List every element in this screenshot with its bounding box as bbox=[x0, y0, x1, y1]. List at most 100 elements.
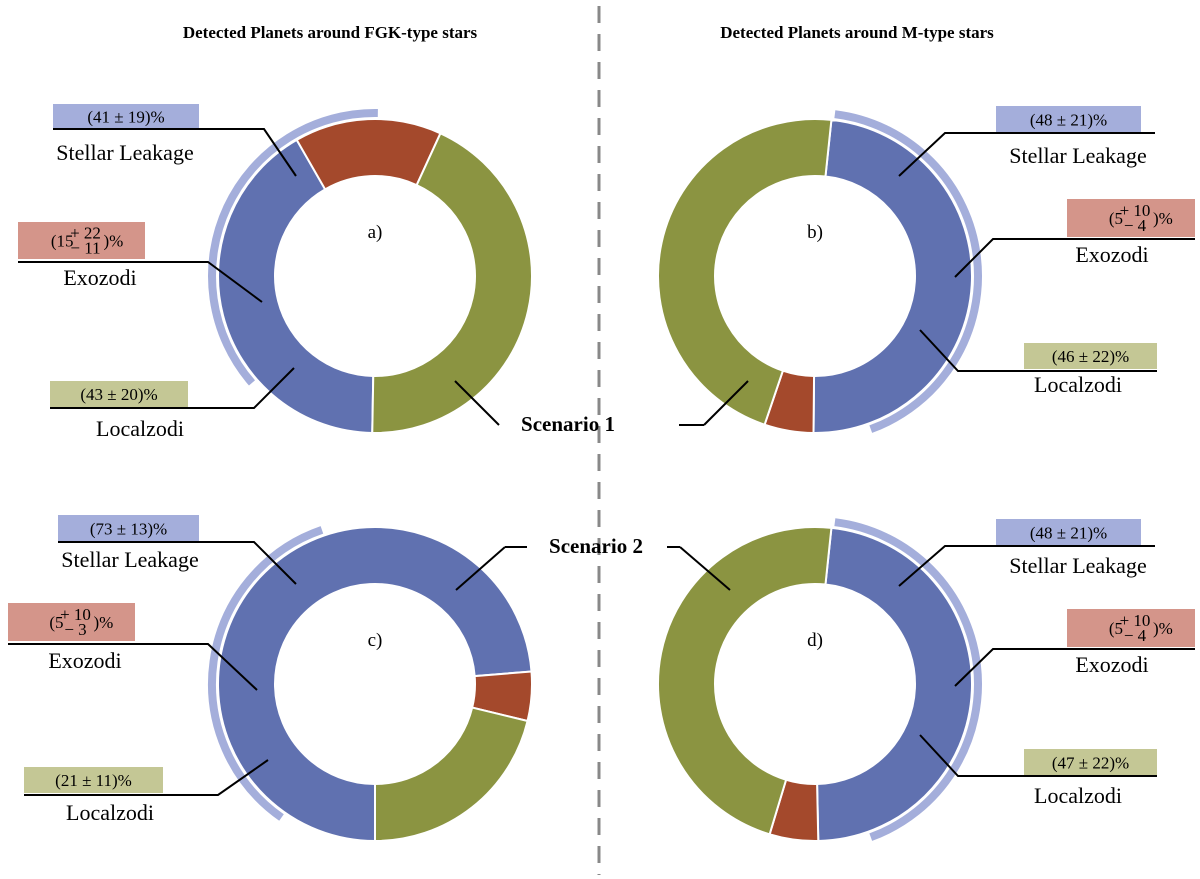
localzodi-category-label: Localzodi bbox=[1034, 372, 1122, 397]
stellar-leakage-value-label: (73 ± 13)% bbox=[90, 520, 167, 539]
exozodi-value-box bbox=[8, 603, 135, 641]
scenario-1-leader-right-diag bbox=[703, 380, 749, 426]
panel-label: c) bbox=[368, 630, 383, 651]
exozodi-category-label: Exozodi bbox=[63, 265, 136, 290]
exozodi-value-minus: − 11 bbox=[70, 239, 100, 258]
panel-label: a) bbox=[368, 222, 383, 243]
localzodi-leader-line bbox=[919, 329, 1157, 372]
localzodi-leader-line bbox=[50, 367, 295, 409]
localzodi-leader-line bbox=[919, 734, 1157, 777]
localzodi-category-label: Localzodi bbox=[96, 416, 184, 441]
localzodi-value-label: (21 ± 11)% bbox=[55, 771, 132, 790]
exozodi-leader-line bbox=[954, 238, 1195, 278]
stellar-leakage-leader-line bbox=[58, 541, 297, 585]
panel-label: d) bbox=[807, 630, 823, 651]
stellar-leakage-label-group: (73 ± 13)% Stellar Leakage bbox=[58, 515, 297, 585]
stellar-leakage-value-box bbox=[996, 106, 1141, 133]
scenario-1-leader bbox=[454, 380, 500, 426]
exozodi-leader-line bbox=[954, 648, 1195, 687]
localzodi-value-label: (43 ± 20)% bbox=[80, 385, 157, 404]
exozodi-value-base: (5 bbox=[1109, 619, 1123, 638]
category-labels: (41 ± 19)% Stellar Leakage (15+ 22− 11)% Ex… bbox=[8, 104, 1195, 825]
stellar-leakage-uncertainty-band bbox=[208, 109, 378, 386]
exozodi-value-plus: + 10 bbox=[60, 605, 91, 624]
exozodi-value-box bbox=[18, 222, 145, 259]
localzodi-label-group: (21 ± 11)% Localzodi bbox=[24, 759, 269, 825]
exozodi-value-box bbox=[1067, 199, 1195, 237]
stellar-leakage-label-group: (41 ± 19)% Stellar Leakage bbox=[53, 104, 297, 177]
exozodi-value-base: (15 bbox=[51, 232, 74, 251]
scenario-2-leader-right-diag bbox=[679, 546, 731, 591]
stellar-leakage-label-group: (48 ± 21)% Stellar Leakage bbox=[898, 519, 1155, 587]
exozodi-value-box bbox=[1067, 609, 1195, 647]
stellar-leakage-leader-line bbox=[898, 132, 1155, 177]
scenario-2-leader-left-diag bbox=[455, 546, 506, 591]
stellar-leakage-value-label: (41 ± 19)% bbox=[87, 108, 164, 127]
localzodi-leader-line bbox=[24, 759, 269, 796]
stellar-leakage-category-label: Stellar Leakage bbox=[56, 140, 193, 165]
exozodi-label-group: (15+ 22− 11)% Exozodi bbox=[18, 222, 263, 303]
panel-label: b) bbox=[807, 222, 823, 243]
donut-c: c) bbox=[208, 526, 533, 843]
donut-a: a) bbox=[208, 109, 533, 434]
localzodi-value-box bbox=[1024, 343, 1157, 369]
stellar-leakage-segment bbox=[217, 526, 533, 843]
stellar-leakage-uncertainty-band bbox=[834, 110, 982, 433]
localzodi-label-group: (47 ± 22)% Localzodi bbox=[919, 734, 1157, 808]
exozodi-category-label: Exozodi bbox=[48, 648, 121, 673]
exozodi-value-base: (5 bbox=[49, 613, 63, 632]
stellar-leakage-category-label: Stellar Leakage bbox=[1009, 553, 1146, 578]
localzodi-label-group: (43 ± 20)% Localzodi bbox=[50, 367, 295, 441]
exozodi-leader-line bbox=[18, 261, 263, 303]
stellar-leakage-value-box bbox=[53, 104, 199, 129]
stellar-leakage-label-group: (48 ± 21)% Stellar Leakage bbox=[898, 106, 1155, 177]
exozodi-category-label: Exozodi bbox=[1075, 652, 1148, 677]
stellar-leakage-segment bbox=[816, 526, 973, 842]
stellar-leakage-leader-line bbox=[53, 128, 297, 177]
localzodi-value-box bbox=[50, 381, 188, 407]
localzodi-value-label: (47 ± 22)% bbox=[1052, 754, 1129, 773]
localzodi-segment bbox=[657, 118, 833, 426]
stellar-leakage-value-box bbox=[58, 515, 199, 542]
exozodi-value-minus: − 4 bbox=[1124, 216, 1147, 235]
exozodi-value-base: (5 bbox=[1109, 209, 1123, 228]
stellar-leakage-category-label: Stellar Leakage bbox=[61, 547, 198, 572]
scenario-1-label: Scenario 1 bbox=[521, 412, 615, 436]
localzodi-segment bbox=[371, 131, 533, 434]
localzodi-category-label: Localzodi bbox=[66, 800, 154, 825]
exozodi-value-minus: − 4 bbox=[1124, 626, 1147, 645]
localzodi-segment bbox=[374, 706, 529, 843]
exozodi-value-minus: − 3 bbox=[64, 620, 86, 639]
exozodi-value-suffix: )% bbox=[1153, 209, 1173, 228]
localzodi-value-box bbox=[1024, 749, 1157, 776]
exozodi-value-suffix: )% bbox=[104, 232, 124, 251]
stellar-leakage-category-label: Stellar Leakage bbox=[1009, 143, 1146, 168]
exozodi-category-label: Exozodi bbox=[1075, 242, 1148, 267]
stellar-leakage-value-box bbox=[996, 519, 1141, 546]
localzodi-category-label: Localzodi bbox=[1034, 783, 1122, 808]
exozodi-value-plus: + 10 bbox=[1120, 201, 1151, 220]
stellar-leakage-value-label: (48 ± 21)% bbox=[1030, 524, 1107, 543]
exozodi-value-plus: + 10 bbox=[1120, 611, 1151, 630]
exozodi-value-suffix: )% bbox=[1153, 619, 1173, 638]
stellar-leakage-value-label: (48 ± 21)% bbox=[1030, 111, 1107, 130]
exozodi-label-group: (5+ 10− 4)% Exozodi bbox=[954, 199, 1195, 278]
exozodi-leader-line bbox=[8, 643, 258, 691]
donut-b: b) bbox=[657, 110, 982, 435]
exozodi-value-suffix: )% bbox=[94, 613, 114, 632]
donut-charts: a) b) c) d) bbox=[208, 109, 982, 843]
exozodi-value-plus: + 22 bbox=[70, 224, 101, 243]
localzodi-segment bbox=[657, 526, 833, 836]
title-fgk: Detected Planets around FGK-type stars bbox=[183, 23, 478, 42]
localzodi-value-box bbox=[24, 767, 163, 793]
localzodi-value-label: (46 ± 22)% bbox=[1052, 347, 1129, 366]
scenario-2-label: Scenario 2 bbox=[549, 534, 643, 558]
exozodi-label-group: (5+ 10− 4)% Exozodi bbox=[954, 609, 1195, 687]
localzodi-label-group: (46 ± 22)% Localzodi bbox=[919, 329, 1157, 397]
stellar-leakage-segment bbox=[812, 118, 973, 434]
exozodi-label-group: (5+ 10− 3)% Exozodi bbox=[8, 603, 258, 691]
stellar-leakage-uncertainty-band bbox=[208, 526, 324, 821]
stellar-leakage-leader-line bbox=[898, 545, 1155, 587]
title-m: Detected Planets around M-type stars bbox=[720, 23, 994, 42]
